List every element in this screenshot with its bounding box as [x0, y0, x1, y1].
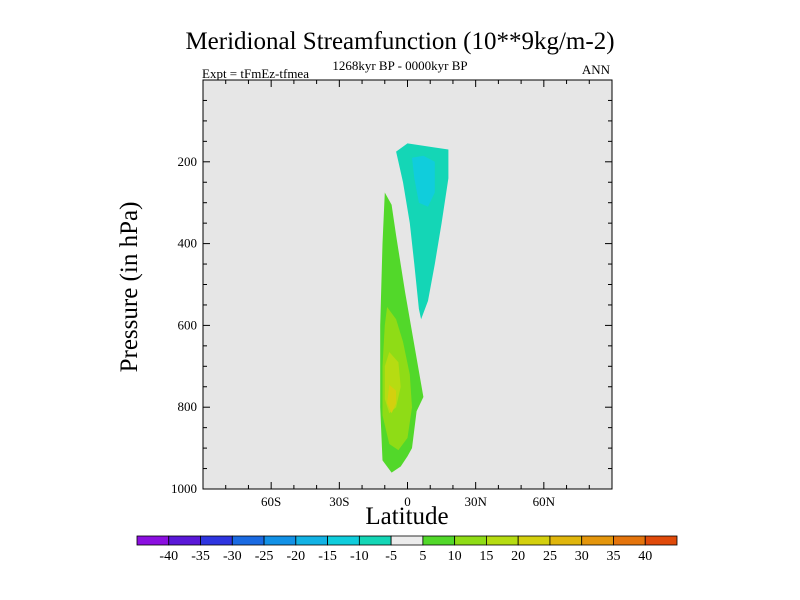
y-tick-label: 200 [178, 154, 198, 169]
colorbar-label: -20 [286, 549, 305, 564]
colorbar-swatch [168, 535, 201, 546]
time-range-label: 1268kyr BP - 0000kyr BP [332, 58, 468, 73]
x-axis-label: Latitude [365, 503, 449, 530]
colorbar-label: 35 [606, 549, 620, 564]
colorbar-label: -25 [255, 549, 274, 564]
x-tick-label: 30N [464, 494, 487, 509]
x-tick-label: 0 [404, 494, 411, 509]
colorbar-swatch [581, 535, 614, 546]
colorbar-label: 40 [638, 549, 652, 564]
y-tick-label: 1000 [171, 481, 197, 496]
x-tick-label: 60S [261, 494, 281, 509]
colorbar-label: 5 [419, 549, 426, 564]
colorbar-swatch [422, 535, 456, 546]
colorbar-label: 20 [511, 549, 525, 564]
colorbar-swatch [200, 535, 233, 546]
colorbar-swatch [136, 535, 170, 546]
experiment-label: Expt = tFmEz-tfmea [202, 66, 309, 81]
x-tick-label: 60N [533, 494, 556, 509]
chart-title: Meridional Streamfunction (10**9kg/m-2) [185, 28, 615, 55]
colorbar-swatch [231, 535, 265, 546]
colorbar-swatch [613, 535, 646, 546]
colorbar-swatch [295, 535, 328, 546]
x-tick-label: 30S [329, 494, 349, 509]
colorbar: -40 -35 -30 -25 -20 -15 -10 -5 5 10 15 20 25 30 35 40 [136, 535, 678, 564]
contour-region-5 [387, 384, 397, 414]
colorbar-label: 15 [479, 549, 493, 564]
colorbar-label: -30 [223, 549, 242, 564]
colorbar-label: -10 [350, 549, 369, 564]
axis-ticks: 60S 30S 0 30N 60N 200 400 600 800 1000 [171, 80, 612, 509]
contour-region-1 [412, 155, 435, 207]
y-tick-label: 800 [178, 399, 198, 414]
colorbar-swatch [517, 535, 551, 546]
y-tick-label: 600 [178, 317, 198, 332]
y-tick-label: 400 [178, 236, 198, 251]
colorbar-label: 10 [448, 549, 462, 564]
colorbar-swatch [358, 535, 392, 546]
contour-region-0 [396, 143, 449, 320]
colorbar-swatch [486, 535, 519, 546]
colorbar-label: 30 [575, 549, 589, 564]
colorbar-label: -5 [385, 549, 397, 564]
colorbar-swatch [454, 535, 487, 546]
colorbar-swatch [644, 535, 678, 546]
colorbar-swatch [549, 535, 583, 546]
colorbar-label: 25 [543, 549, 557, 564]
colorbar-swatch [390, 535, 424, 546]
colorbar-swatch [263, 535, 297, 546]
colorbar-label: -40 [159, 549, 178, 564]
colorbar-label: -35 [191, 549, 210, 564]
season-label: ANN [581, 62, 610, 77]
contour-regions [380, 143, 449, 473]
colorbar-label: -15 [318, 549, 337, 564]
colorbar-swatch [327, 535, 360, 546]
